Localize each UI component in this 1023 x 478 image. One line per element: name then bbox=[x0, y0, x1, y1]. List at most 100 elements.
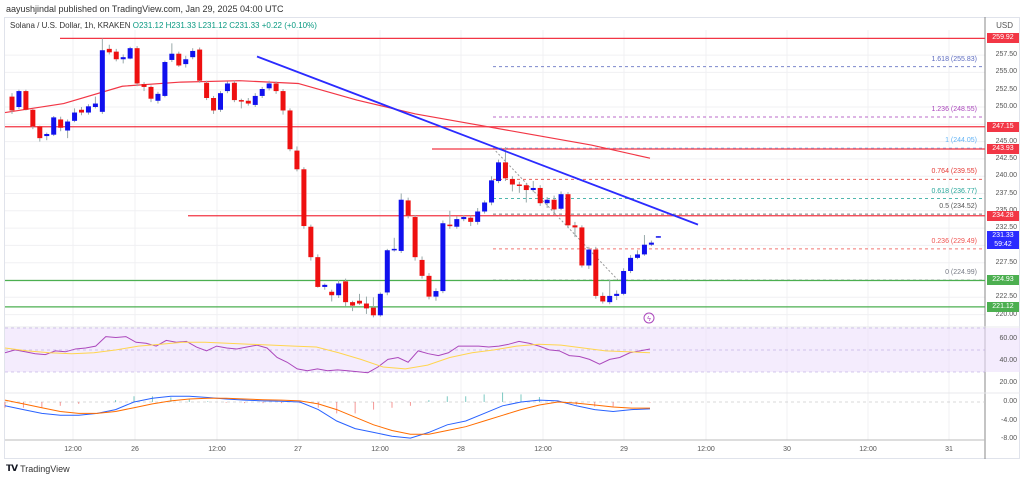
candle bbox=[301, 169, 307, 227]
time-tick: 30 bbox=[783, 446, 791, 453]
time-tick: 29 bbox=[620, 446, 628, 453]
candle bbox=[183, 59, 189, 65]
time-tick: 27 bbox=[294, 446, 302, 453]
candle bbox=[329, 291, 335, 296]
price-tick: 220.00 bbox=[995, 310, 1017, 318]
candle bbox=[516, 184, 522, 187]
macd-tick: -8.00 bbox=[1001, 435, 1017, 442]
candle bbox=[447, 224, 453, 227]
candle bbox=[537, 187, 543, 204]
candle bbox=[586, 249, 592, 266]
symbol-legend: Solana / U.S. Dollar, 1h, KRAKEN O231.12… bbox=[10, 21, 317, 30]
candle bbox=[85, 106, 91, 113]
macd-tick: -4.00 bbox=[1001, 417, 1017, 424]
candle bbox=[190, 50, 196, 58]
candle bbox=[16, 91, 22, 107]
candle bbox=[280, 91, 286, 111]
candle bbox=[655, 236, 661, 238]
candle bbox=[405, 200, 411, 216]
price-label: 234.28 bbox=[987, 210, 1019, 221]
price-tick: 237.50 bbox=[995, 189, 1017, 197]
rsi-tick: 40.00 bbox=[999, 357, 1017, 364]
candle bbox=[641, 244, 647, 255]
brand-name: TradingView bbox=[20, 463, 70, 474]
candle bbox=[551, 199, 557, 210]
price-label: 247.15 bbox=[987, 121, 1019, 132]
candle bbox=[648, 242, 654, 245]
candle bbox=[92, 103, 98, 107]
fib-level-label: 0.5 (234.52) bbox=[939, 203, 977, 211]
publish-info: aayushjindal published on TradingView.co… bbox=[6, 4, 284, 14]
candle bbox=[315, 257, 321, 287]
chart-frame[interactable] bbox=[4, 17, 1020, 459]
candle bbox=[155, 93, 161, 101]
candle bbox=[72, 112, 78, 121]
candle bbox=[454, 219, 460, 227]
ohlc-values: O231.12 H231.33 L231.12 C231.33 +0.22 (+… bbox=[132, 21, 317, 30]
candle bbox=[412, 217, 418, 258]
candle bbox=[433, 291, 439, 297]
candle bbox=[391, 248, 397, 251]
price-label: 259.92 bbox=[987, 33, 1019, 44]
candle bbox=[593, 249, 599, 296]
candle bbox=[398, 199, 404, 251]
candle bbox=[211, 98, 217, 111]
candle bbox=[252, 95, 258, 105]
candle bbox=[266, 83, 272, 89]
candle bbox=[79, 109, 84, 113]
candle bbox=[475, 211, 481, 222]
time-tick: 31 bbox=[945, 446, 953, 453]
candle bbox=[162, 62, 168, 96]
tradingview-logo: 𝗧𝗩 TradingView bbox=[6, 463, 70, 474]
time-tick: 26 bbox=[131, 446, 139, 453]
candle bbox=[44, 133, 50, 137]
candle bbox=[600, 295, 606, 302]
candle bbox=[370, 307, 376, 316]
fib-level-label: 1.618 (255.83) bbox=[931, 55, 977, 63]
candle bbox=[273, 83, 279, 92]
fib-level-label: 1 (244.05) bbox=[945, 137, 977, 145]
price-label: 243.93 bbox=[987, 144, 1019, 154]
price-tick: 255.00 bbox=[995, 68, 1017, 76]
price-tick: 257.50 bbox=[995, 51, 1017, 59]
candle bbox=[65, 121, 71, 131]
candle bbox=[621, 271, 627, 294]
candle bbox=[614, 293, 620, 296]
candle bbox=[197, 49, 203, 81]
candle bbox=[259, 89, 265, 96]
price-label: 224.93 bbox=[987, 275, 1019, 286]
candle bbox=[113, 51, 119, 60]
candle bbox=[51, 117, 57, 135]
candle bbox=[23, 91, 29, 110]
candle bbox=[134, 48, 140, 84]
rsi-signal-line bbox=[4, 341, 651, 370]
fib-level-label: 0.764 (239.55) bbox=[931, 168, 977, 176]
candle bbox=[482, 202, 488, 212]
candle bbox=[579, 227, 585, 266]
candle bbox=[127, 48, 133, 59]
time-tick: 12:00 bbox=[208, 446, 226, 453]
candle bbox=[363, 303, 369, 309]
candle bbox=[224, 83, 230, 92]
candle bbox=[461, 217, 467, 220]
price-tick: 242.50 bbox=[995, 154, 1017, 162]
time-tick: 12:00 bbox=[534, 446, 552, 453]
price-tick: 250.00 bbox=[995, 103, 1017, 110]
price-tick: 232.50 bbox=[995, 224, 1017, 232]
candle bbox=[176, 53, 182, 66]
candle bbox=[231, 82, 237, 101]
time-tick: 12:00 bbox=[697, 446, 715, 453]
candle bbox=[426, 275, 432, 297]
candle bbox=[544, 199, 550, 204]
candle bbox=[502, 162, 508, 179]
macd-line bbox=[4, 395, 651, 439]
price-tick: 240.00 bbox=[995, 172, 1017, 180]
candle bbox=[322, 284, 328, 287]
candle bbox=[440, 223, 446, 292]
price-tick: 222.50 bbox=[995, 293, 1017, 301]
price-tick: 227.50 bbox=[995, 258, 1017, 266]
moving-average-line bbox=[4, 80, 651, 159]
candle bbox=[509, 178, 515, 185]
price-label: 231.33 59:42 bbox=[987, 231, 1019, 250]
